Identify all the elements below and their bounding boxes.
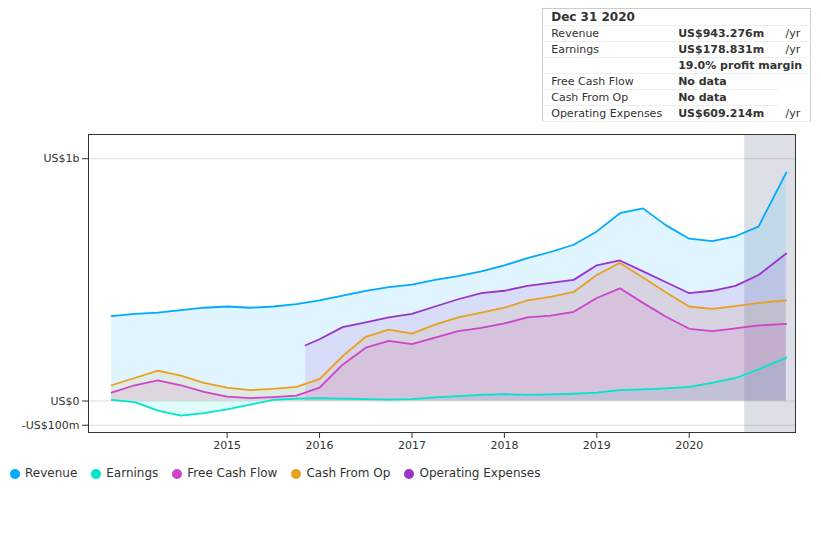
- html-text:Operating Expenses: Operating Expenses: [551, 107, 663, 120]
- svg-text:US$1b: US$1b: [43, 152, 79, 165]
- svg-text:2018: 2018: [490, 439, 518, 452]
- svg-text:2017: 2017: [398, 439, 426, 452]
- html-text:Revenue: Revenue: [551, 27, 600, 40]
- html-text:No data: No data: [678, 75, 727, 88]
- html-text:/yr: /yr: [785, 106, 801, 120]
- svg-text:2019: 2019: [583, 439, 611, 452]
- html-text:Earnings: Earnings: [551, 43, 599, 56]
- html-text:Revenue: Revenue: [25, 466, 78, 480]
- html-text:No data: No data: [678, 91, 727, 104]
- html-text:/yr: /yr: [785, 43, 801, 56]
- html-text:US$943.276m: US$943.276m: [678, 27, 765, 40]
- html-text:Earnings: Earnings: [106, 466, 159, 480]
- html-text:Dec 31 2020: Dec 31 2020: [551, 10, 635, 24]
- html-text:19.0% profit margin: 19.0% profit margin: [678, 59, 802, 72]
- svg-text:2015: 2015: [213, 439, 241, 452]
- svg-text:2016: 2016: [306, 439, 334, 452]
- html-text:/yr: /yr: [785, 27, 801, 40]
- html-text:US$178.831m: US$178.831m: [678, 43, 765, 56]
- svg-text:2020: 2020: [675, 439, 703, 452]
- html-text:Cash From Op: Cash From Op: [306, 466, 391, 480]
- html-text:Operating Expenses: Operating Expenses: [419, 466, 541, 480]
- svg-text:US$0: US$0: [50, 395, 79, 408]
- html-text:Cash From Op: Cash From Op: [551, 91, 629, 104]
- html-text:Free Cash Flow: Free Cash Flow: [187, 466, 278, 480]
- html-text:US$609.214m: US$609.214m: [678, 107, 765, 120]
- svg-text:-US$100m: -US$100m: [22, 419, 80, 432]
- html-text:Free Cash Flow: Free Cash Flow: [551, 75, 634, 88]
